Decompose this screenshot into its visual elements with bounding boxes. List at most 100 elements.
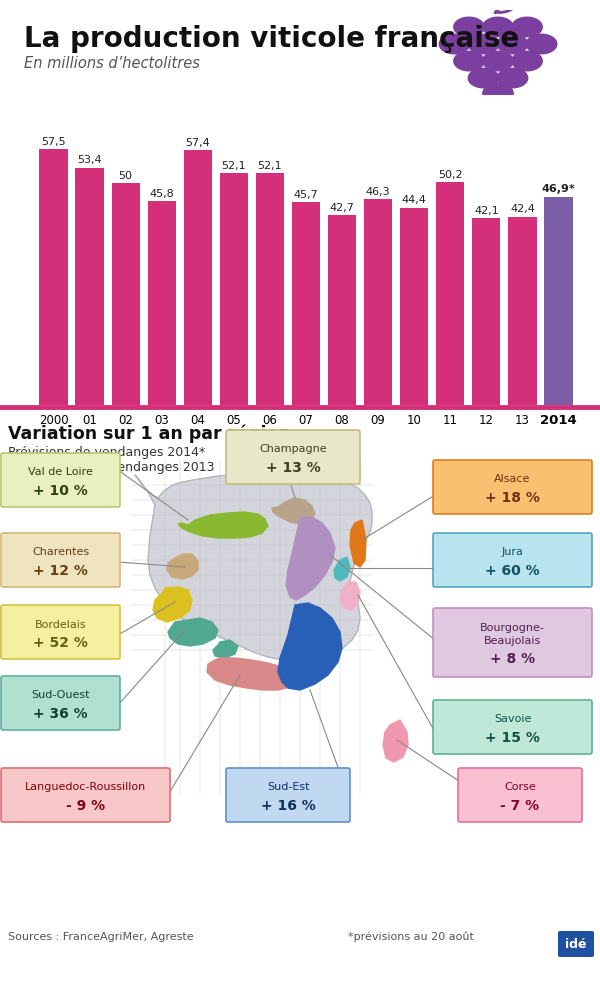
Circle shape (497, 34, 528, 54)
Polygon shape (286, 517, 335, 600)
Text: 57,5: 57,5 (41, 137, 66, 147)
Polygon shape (383, 720, 408, 762)
FancyBboxPatch shape (433, 700, 592, 754)
Text: + 60 %: + 60 % (485, 564, 540, 578)
Text: Champagne: Champagne (259, 444, 327, 454)
Bar (220, 173, 248, 405)
Text: Beaujolais: Beaujolais (484, 636, 541, 646)
Text: 42,4: 42,4 (510, 204, 535, 214)
Text: Sud-Ouest: Sud-Ouest (31, 690, 90, 700)
Polygon shape (340, 582, 360, 610)
Text: - 7 %: - 7 % (500, 799, 539, 813)
Text: Bordelais: Bordelais (35, 619, 86, 630)
Bar (328, 215, 356, 405)
FancyBboxPatch shape (1, 768, 170, 822)
Text: 52,1: 52,1 (257, 161, 282, 171)
Bar (400, 208, 428, 405)
Polygon shape (334, 557, 350, 581)
Circle shape (483, 84, 513, 103)
Bar (148, 201, 176, 405)
Text: Bourgogne-: Bourgogne- (480, 623, 545, 633)
Text: 53,4: 53,4 (77, 155, 102, 165)
Text: 44,4: 44,4 (402, 195, 427, 205)
Text: idé: idé (565, 938, 587, 950)
Text: Jura: Jura (502, 547, 523, 557)
Bar (184, 150, 212, 405)
Text: La production viticole française: La production viticole française (24, 25, 519, 53)
Text: 50,2: 50,2 (438, 170, 463, 180)
Bar (256, 173, 284, 405)
Text: Corse: Corse (504, 782, 536, 792)
Circle shape (439, 34, 470, 54)
Text: Prévisions de vendanges 2014*: Prévisions de vendanges 2014* (8, 446, 205, 459)
Bar (76, 168, 104, 405)
FancyBboxPatch shape (1, 605, 120, 659)
FancyBboxPatch shape (433, 460, 592, 514)
Text: + 12 %: + 12 % (33, 564, 88, 578)
Text: 57,4: 57,4 (185, 138, 210, 148)
Circle shape (526, 34, 557, 54)
Text: + 36 %: + 36 % (33, 707, 88, 721)
Circle shape (454, 17, 484, 37)
FancyBboxPatch shape (1, 533, 120, 587)
Text: + 18 %: + 18 % (485, 491, 540, 505)
Bar (112, 183, 140, 405)
Circle shape (483, 51, 513, 71)
Text: Savoie: Savoie (494, 714, 531, 724)
FancyBboxPatch shape (433, 608, 592, 677)
Text: Variation sur 1 an par région: Variation sur 1 an par région (8, 425, 291, 443)
Circle shape (469, 34, 499, 54)
Text: 45,8: 45,8 (149, 189, 174, 199)
Text: Sources : FranceAgriMer, Agreste: Sources : FranceAgriMer, Agreste (8, 932, 194, 942)
Text: par rapport aux vendanges 2013: par rapport aux vendanges 2013 (8, 461, 215, 474)
Polygon shape (135, 475, 372, 662)
Circle shape (497, 68, 528, 88)
Text: 46,9*: 46,9* (542, 184, 575, 194)
Text: - 9 %: - 9 % (66, 799, 105, 813)
Polygon shape (350, 520, 366, 567)
Text: + 16 %: + 16 % (260, 799, 316, 813)
Text: + 13 %: + 13 % (266, 461, 320, 475)
Circle shape (469, 68, 499, 88)
FancyBboxPatch shape (558, 931, 594, 957)
Text: Charentes: Charentes (32, 547, 89, 557)
Polygon shape (272, 498, 315, 524)
Text: Val de Loire: Val de Loire (28, 467, 93, 477)
FancyBboxPatch shape (433, 533, 592, 587)
Polygon shape (213, 640, 238, 658)
Circle shape (512, 51, 542, 71)
Text: 46,3: 46,3 (366, 187, 391, 197)
Polygon shape (278, 603, 342, 690)
Bar (364, 199, 392, 405)
Bar (292, 202, 320, 405)
Text: 42,7: 42,7 (329, 203, 355, 213)
Circle shape (512, 17, 542, 37)
Text: + 8 %: + 8 % (490, 652, 535, 666)
Text: Languedoc-Roussillon: Languedoc-Roussillon (25, 782, 146, 792)
Text: *prévisions au 20 août: *prévisions au 20 août (348, 932, 474, 942)
FancyBboxPatch shape (458, 768, 582, 822)
Polygon shape (153, 587, 192, 622)
Text: 42,1: 42,1 (474, 206, 499, 216)
Bar (40, 149, 68, 405)
Bar (544, 197, 572, 405)
Text: + 52 %: + 52 % (33, 636, 88, 650)
Text: + 15 %: + 15 % (485, 731, 540, 745)
Polygon shape (178, 512, 268, 538)
Circle shape (454, 51, 484, 71)
Text: Sud-Est: Sud-Est (267, 782, 309, 792)
Text: 50: 50 (119, 171, 133, 181)
Text: En millions d’hectolitres: En millions d’hectolitres (24, 56, 200, 71)
Text: Alsace: Alsace (494, 474, 530, 484)
FancyBboxPatch shape (226, 430, 360, 484)
Polygon shape (167, 554, 198, 579)
Bar (472, 218, 500, 405)
FancyBboxPatch shape (226, 768, 350, 822)
Bar (436, 182, 464, 405)
Polygon shape (207, 658, 295, 690)
FancyBboxPatch shape (1, 676, 120, 730)
Text: 52,1: 52,1 (221, 161, 246, 171)
FancyBboxPatch shape (1, 453, 120, 507)
Text: 45,7: 45,7 (293, 190, 319, 200)
Text: + 10 %: + 10 % (33, 484, 88, 498)
